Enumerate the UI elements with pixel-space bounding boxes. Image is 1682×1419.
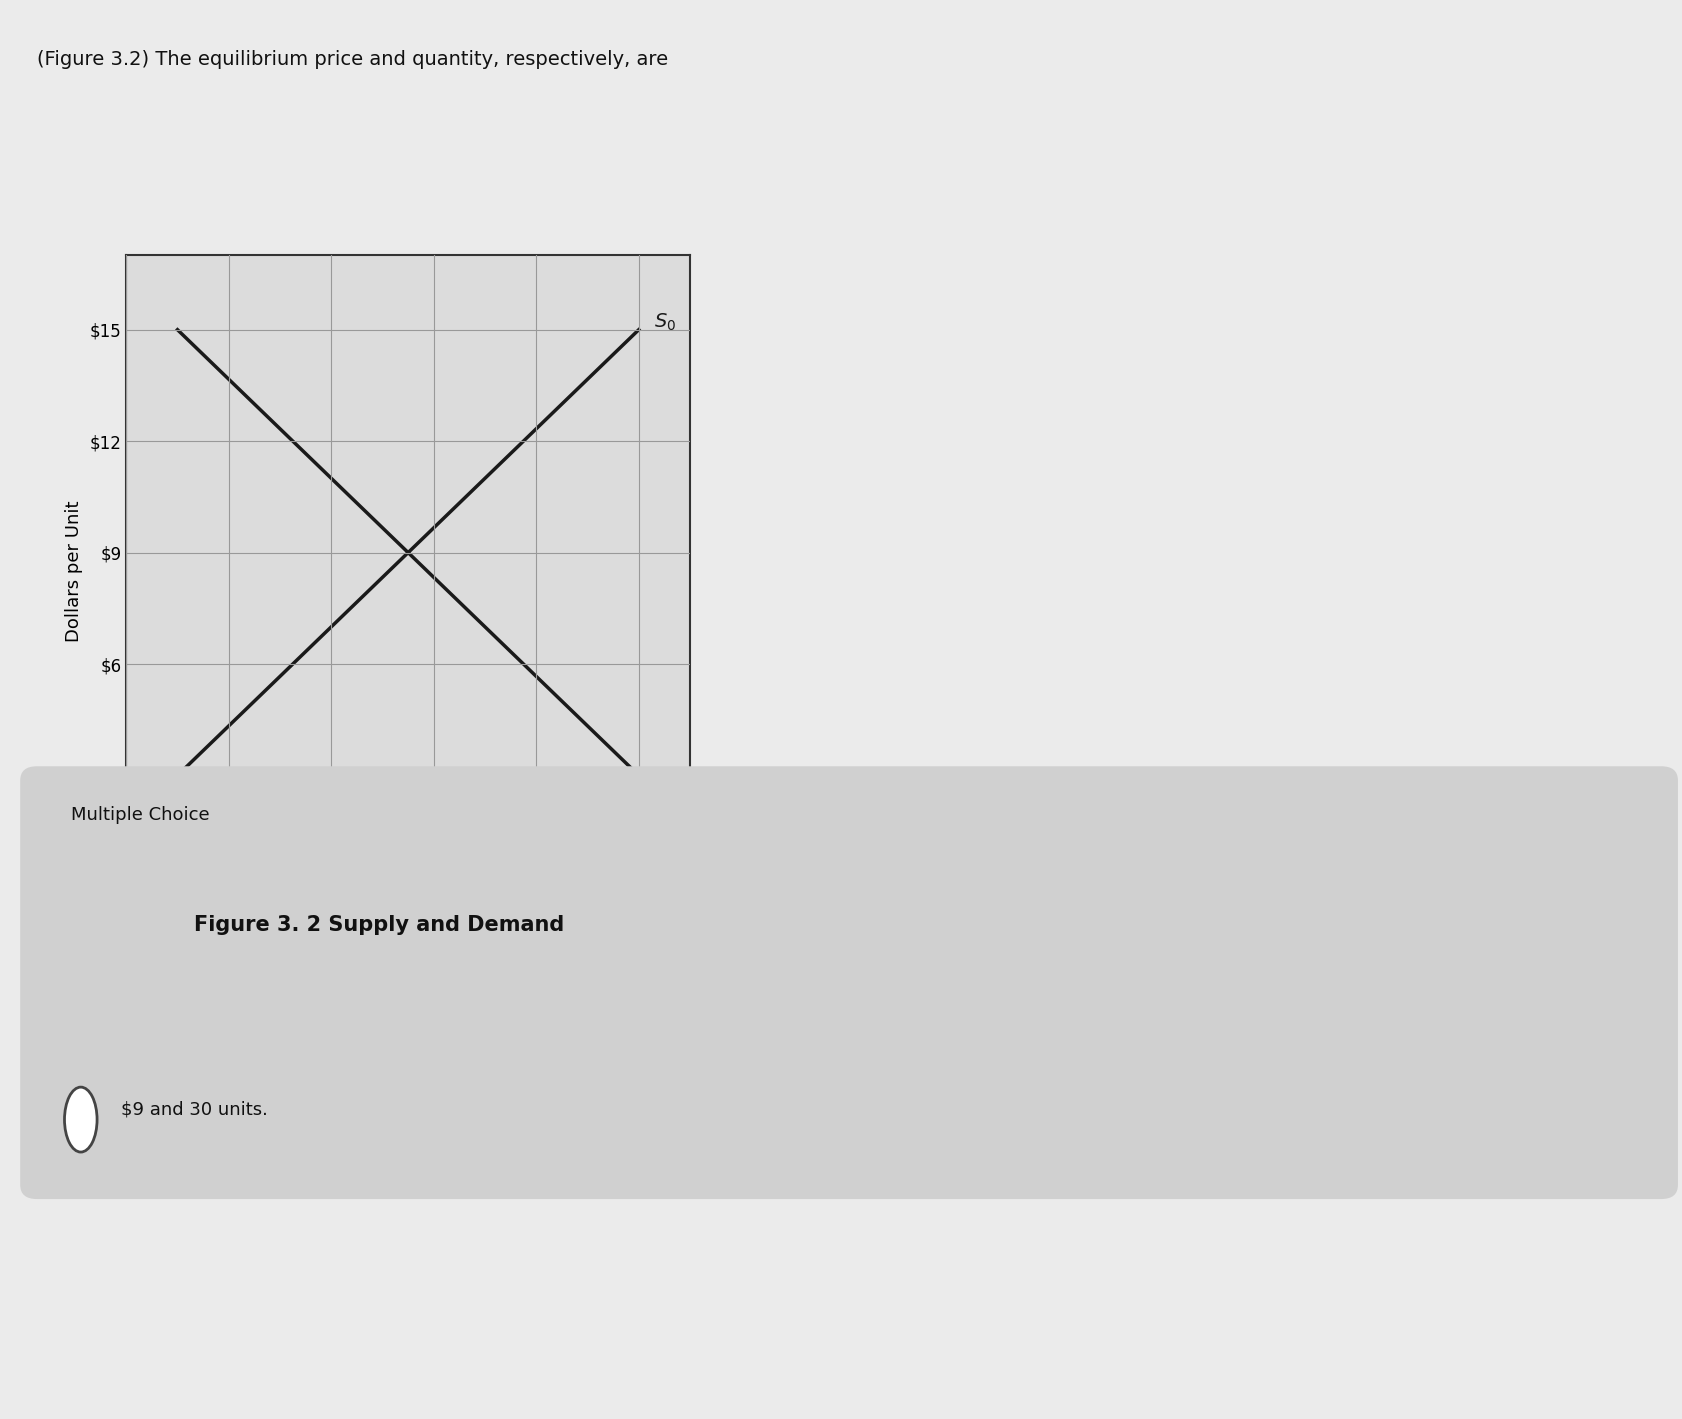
Y-axis label: Dollars per Unit: Dollars per Unit <box>64 501 82 641</box>
X-axis label: Quantity: Quantity <box>368 917 447 935</box>
Text: $9 and 30 units.: $9 and 30 units. <box>121 1101 267 1118</box>
Text: (Figure 3.2) The equilibrium price and quantity, respectively, are: (Figure 3.2) The equilibrium price and q… <box>37 50 668 68</box>
Text: $S_0$: $S_0$ <box>654 312 676 333</box>
Circle shape <box>64 1087 98 1152</box>
Text: $D_0$: $D_0$ <box>654 772 678 793</box>
Text: Multiple Choice: Multiple Choice <box>71 806 209 824</box>
Text: Figure 3. 2 Supply and Demand: Figure 3. 2 Supply and Demand <box>193 915 563 935</box>
